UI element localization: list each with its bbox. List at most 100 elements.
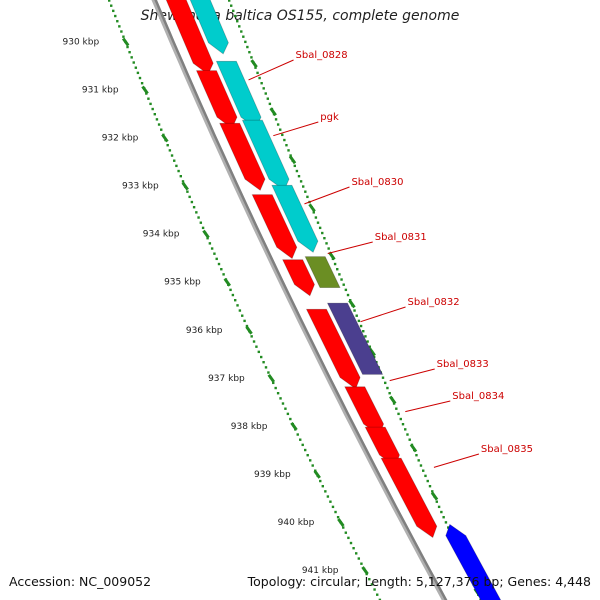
gene-feature bbox=[251, 194, 298, 260]
gene-feature bbox=[380, 457, 438, 539]
ruler-dot bbox=[373, 588, 376, 591]
gene-feature bbox=[326, 302, 384, 375]
ruler-dot bbox=[264, 92, 267, 95]
ruler-dot bbox=[234, 14, 237, 18]
ruler-dot bbox=[426, 479, 429, 483]
ruler-dot bbox=[199, 221, 203, 224]
gene-label: Sbal_0831 bbox=[375, 232, 427, 243]
ruler-major-tick bbox=[288, 155, 297, 165]
ruler-dot bbox=[279, 128, 282, 131]
ruler-dot bbox=[309, 459, 312, 462]
ruler-dot bbox=[126, 45, 129, 49]
ruler-major-tick bbox=[328, 251, 336, 261]
ruler-dot bbox=[140, 82, 144, 85]
ruler-dot bbox=[268, 102, 272, 106]
ruler-tick-label: 932 kbp bbox=[102, 134, 139, 144]
ruler-major-tick bbox=[361, 566, 369, 575]
ruler-dot bbox=[114, 14, 117, 18]
ruler-dot bbox=[264, 366, 268, 369]
ruler-dot bbox=[386, 386, 389, 390]
gene-feature bbox=[165, 0, 214, 75]
ruler-dot bbox=[138, 76, 142, 80]
ruler-dot bbox=[297, 175, 301, 178]
outer-ruler bbox=[108, 0, 382, 600]
ruler-dot bbox=[364, 335, 367, 338]
ruler-dot bbox=[344, 288, 348, 292]
ruler-dot bbox=[347, 536, 350, 540]
ruler-dot bbox=[342, 526, 345, 529]
gene-label: Sbal_0830 bbox=[351, 177, 403, 188]
ruler-dot bbox=[151, 107, 154, 111]
ruler-dot bbox=[232, 9, 235, 13]
ruler-dot bbox=[447, 526, 450, 529]
ruler-dot bbox=[228, 0, 231, 2]
gene-feature bbox=[219, 122, 266, 191]
ruler-dot bbox=[397, 412, 400, 416]
ruler-dot bbox=[255, 345, 258, 348]
ruler-dot bbox=[108, 0, 111, 2]
ruler-dot bbox=[195, 211, 198, 214]
ruler-major-tick bbox=[161, 133, 169, 143]
ruler-dot bbox=[357, 319, 361, 323]
ruler-dot bbox=[304, 448, 307, 452]
ruler-major-tick bbox=[389, 395, 397, 405]
ruler-dot bbox=[311, 464, 314, 467]
gene-feature bbox=[241, 119, 290, 191]
ruler-dot bbox=[296, 433, 299, 436]
ruler-dot bbox=[160, 128, 163, 131]
ruler-tick-labels: 930 kbp 931 kbp 932 kbp 933 kbp 934 kbp 935 k… bbox=[63, 37, 339, 576]
ruler-dot bbox=[238, 25, 241, 28]
ruler-major-tick bbox=[313, 470, 321, 479]
ruler-dot bbox=[168, 149, 172, 152]
ruler-dot bbox=[360, 562, 363, 565]
ruler-dot bbox=[435, 500, 439, 503]
ruler-tick-label: 931 kbp bbox=[82, 86, 119, 96]
ruler-dot bbox=[157, 123, 161, 126]
ruler-dot bbox=[284, 407, 287, 410]
ruler-dot bbox=[215, 257, 218, 261]
ruler-dot bbox=[306, 195, 309, 199]
ruler-dot bbox=[338, 273, 341, 276]
ruler-dot bbox=[406, 433, 409, 436]
gene-feature bbox=[195, 70, 238, 129]
ruler-dot bbox=[132, 61, 135, 64]
ruler-dot bbox=[245, 324, 249, 328]
ruler-dot bbox=[287, 149, 290, 152]
ruler-tick-label: 937 kbp bbox=[208, 374, 245, 384]
ruler-dot bbox=[149, 102, 152, 106]
ruler-major-tick bbox=[141, 85, 149, 95]
ruler-dot bbox=[238, 309, 242, 312]
gene-label-leader bbox=[433, 453, 480, 468]
gene-label: Sbal_0833 bbox=[437, 359, 489, 370]
ruler-dot bbox=[281, 402, 285, 405]
ruler-dot bbox=[230, 4, 233, 7]
ruler-dot bbox=[353, 309, 356, 312]
ruler-dot bbox=[257, 350, 261, 354]
ruler-dot bbox=[236, 20, 239, 23]
ruler-dot bbox=[258, 76, 261, 80]
gene-label-leader bbox=[360, 306, 406, 323]
ruler-dot bbox=[370, 583, 374, 586]
ruler-dot bbox=[306, 454, 309, 457]
genome-backbone bbox=[151, 0, 448, 600]
ruler-dot bbox=[399, 417, 402, 421]
ruler-dot bbox=[326, 495, 330, 498]
gene-feature bbox=[282, 259, 315, 297]
ruler-major-tick bbox=[181, 181, 189, 191]
gene-feature bbox=[271, 184, 319, 253]
ruler-dot bbox=[437, 505, 441, 509]
ruler-dot bbox=[177, 169, 180, 173]
ruler-dot bbox=[431, 490, 434, 493]
ruler-dot bbox=[110, 4, 113, 7]
ruler-dot bbox=[301, 443, 304, 447]
ruler-dot bbox=[274, 118, 278, 121]
gene-features bbox=[165, 0, 502, 600]
ruler-tick-label: 934 kbp bbox=[143, 230, 180, 240]
gene-feature bbox=[305, 308, 361, 390]
ruler-dot bbox=[362, 330, 365, 333]
ruler-dot bbox=[231, 293, 235, 297]
ruler-dot bbox=[417, 459, 420, 462]
ruler-dot bbox=[419, 464, 423, 467]
ruler-dot bbox=[267, 371, 270, 374]
